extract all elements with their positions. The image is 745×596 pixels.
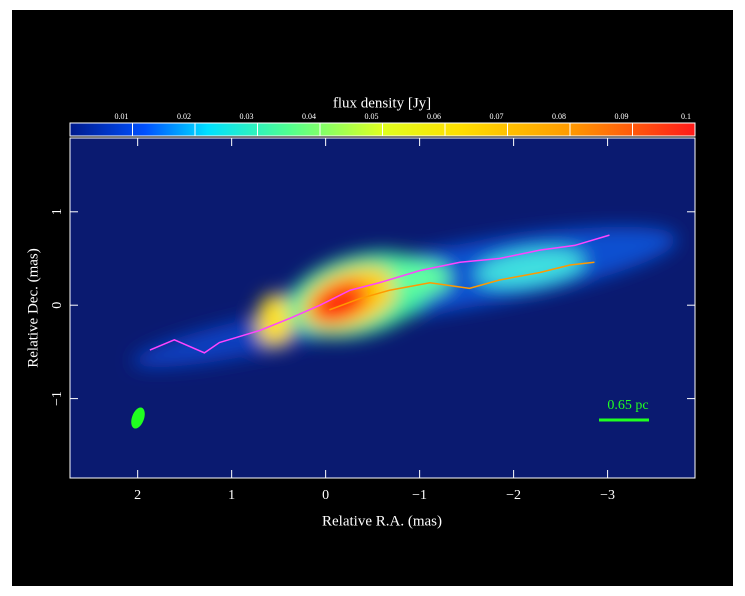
colorbar-tick-label: 0.01 — [115, 112, 129, 121]
y-tick-label: 1 — [50, 208, 65, 215]
x-tick-label: −3 — [600, 488, 615, 503]
colorbar-tick-label: 0.06 — [427, 112, 441, 121]
y-tick-label: −1 — [50, 391, 65, 406]
scale-bar-label: 0.65 pc — [607, 398, 648, 413]
colorbar-title: flux density [Jy] — [333, 95, 431, 111]
x-tick-label: −2 — [506, 488, 521, 503]
x-tick-label: 2 — [134, 488, 141, 503]
ridge-line — [149, 234, 610, 354]
beam — [131, 407, 145, 429]
y-axis-label: Relative Dec. (mas) — [25, 248, 41, 368]
plot-frame — [69, 137, 696, 479]
x-tick-label: 1 — [228, 488, 235, 503]
x-tick-label: 0 — [322, 488, 329, 503]
ridge-line — [329, 261, 595, 311]
x-axis-label: Relative R.A. (mas) — [322, 513, 442, 529]
colorbar-tick-label: 0.02 — [177, 112, 191, 121]
colorbar-tick-label: 0.05 — [365, 112, 379, 121]
colorbar-tick-label: 0.1 — [681, 112, 691, 121]
colorbar-tick-label: 0.08 — [552, 112, 566, 121]
x-tick-label: −1 — [412, 488, 427, 503]
colorbar-tick-label: 0.03 — [240, 112, 254, 121]
colorbar-tick-label: 0.07 — [490, 112, 504, 121]
colorbar-tick-label: 0.04 — [302, 112, 316, 121]
y-tick-label: 0 — [50, 302, 65, 309]
colorbar-tick-label: 0.09 — [615, 112, 629, 121]
jet-emission — [132, 226, 677, 368]
